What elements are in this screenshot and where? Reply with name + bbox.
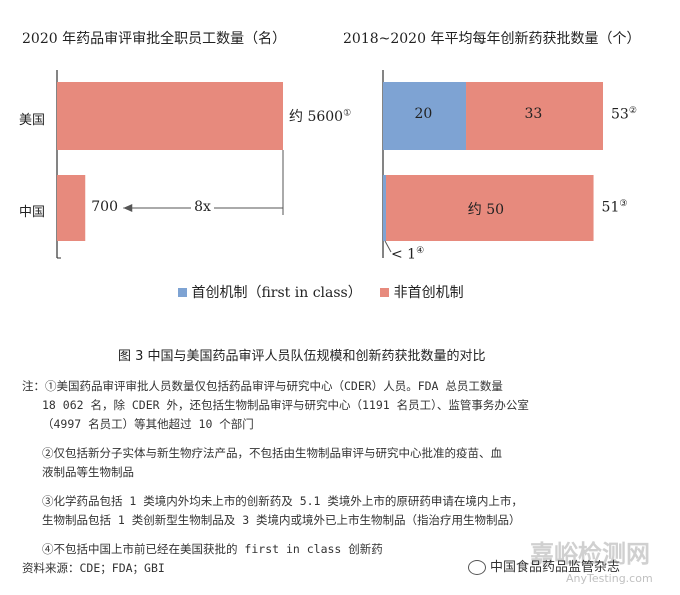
total-cn: 51③ [602, 199, 628, 216]
legend-label-non-first: 非首创机制 [393, 285, 464, 301]
total-us: 53② [611, 106, 637, 123]
note-1-line-3: （4997 名员工）等其他超过 10 个部门 [42, 417, 254, 431]
total-us-value: 53 [611, 106, 629, 123]
bar-cn-staff [57, 175, 86, 241]
value-cn-first-text: < 1 [391, 246, 417, 263]
right-chart-title: 2018~2020 年平均每年创新药获批数量（个） [343, 31, 641, 47]
bar-us-first-in-class [383, 82, 467, 150]
left-category-us: 美国 [19, 113, 46, 128]
note-4: ④不包括中国上市前已经在美国获批的 first in class 创新药 [42, 542, 383, 556]
watermark-sub: AnyTesting.com [566, 572, 653, 585]
leader-line-cn-first [384, 240, 392, 253]
bar-us-non-first [466, 82, 603, 150]
note-ref-1: ① [343, 108, 352, 119]
left-chart-title: 2020 年药品审评审批全职员工数量（名） [22, 31, 287, 47]
value-cn-non-first: 约 50 [467, 202, 505, 218]
notes-prefix: 注： [22, 379, 45, 393]
watermark-main: 嘉峪检测网 [530, 540, 650, 568]
right-chart-plot [382, 70, 603, 258]
value-label-cn-staff: 700 [88, 199, 121, 215]
watermark-wechat: 中国食品药品监管杂志 [468, 556, 620, 575]
legend-label-first: 首创机制（first in class） [191, 285, 362, 301]
note-2-line-2: 液制品等生物制品 [42, 465, 134, 479]
note-3-line-2: 生物制品包括 1 类创新型生物制品及 3 类境内或境外已上市生物制品（指治疗用生… [42, 513, 521, 527]
wechat-icon [468, 560, 486, 575]
value-us-first-in-class: 20 [414, 106, 433, 122]
note-ref-4: ④ [416, 246, 425, 256]
bar-cn-non-first [386, 175, 594, 241]
watermark-wechat-text: 中国食品药品监管杂志 [490, 560, 621, 575]
left-category-cn: 中国 [19, 205, 46, 220]
value-cn-first-in-class: < 1④ [391, 246, 424, 263]
notes-block: 注：①美国药品审评审批人员数量仅包括药品审评与研究中心（CDER）人员。FDA … [22, 377, 529, 578]
note-1-text-1: ①美国药品审评审批人员数量仅包括药品审评与研究中心（CDER）人员。FDA 总员… [45, 379, 503, 393]
value-label-us-staff: 约 5600① [289, 106, 351, 126]
data-source: 资料来源：CDE；FDA；GBI [22, 561, 165, 575]
note-ref-2: ② [628, 106, 637, 116]
bar-us-staff [57, 82, 283, 150]
bar-cn-first-in-class [383, 175, 386, 241]
note-2-line-1: ②仅包括新分子实体与新生物疗法产品，不包括由生物制品审评与研究中心批准的疫苗、血 [42, 446, 502, 460]
note-ref-3: ③ [619, 199, 628, 209]
legend-swatch-first [178, 288, 187, 297]
note-3-line-1: ③化学药品包括 1 类境内外均未上市的创新药及 5.1 类境外上市的原研药申请在… [42, 494, 523, 508]
legend: 首创机制（first in class） 非首创机制 [178, 282, 464, 302]
value-us-non-first: 33 [524, 106, 543, 122]
note-1-line-1: 注：①美国药品审评审批人员数量仅包括药品审评与研究中心（CDER）人员。FDA … [22, 377, 529, 396]
value-us-staff: 约 5600 [289, 109, 344, 125]
legend-swatch-non-first [380, 288, 390, 297]
total-cn-value: 51 [601, 199, 620, 216]
note-1-line-2: 18 062 名，除 CDER 外，还包括生物制品审评与研究中心（1191 名员… [42, 398, 529, 412]
comparison-arrowhead [123, 204, 133, 212]
comparison-label: 8x [191, 199, 214, 215]
left-chart-plot [56, 70, 284, 259]
figure-caption: 图 3 中国与美国药品审评人员队伍规模和创新药获批数量的对比 [118, 349, 486, 364]
